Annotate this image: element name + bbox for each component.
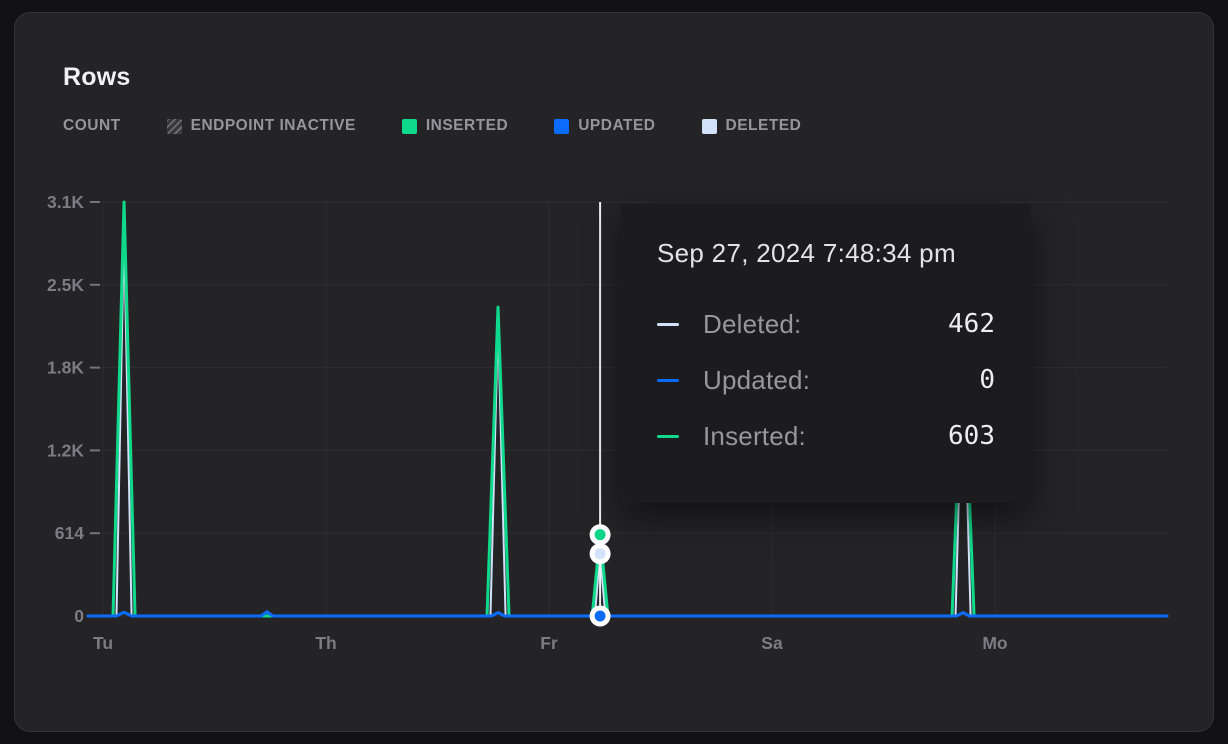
tooltip-timestamp: Sep 27, 2024 7:48:34 pm [657, 238, 956, 268]
series-line-updated [86, 610, 1169, 618]
y-axis-label: 1.2K [47, 440, 84, 460]
tooltip-row-value: 603 [948, 421, 995, 451]
legend-item-updated[interactable]: UPDATED [554, 117, 655, 135]
tooltip-row-label: Deleted: [703, 308, 802, 339]
deleted-swatch-icon [701, 118, 717, 134]
legend-item-deleted[interactable]: DELETED [701, 117, 802, 135]
x-axis-label: Tu [93, 633, 113, 653]
tooltip-row-inserted: Inserted: 603 [657, 420, 995, 451]
endpoint-inactive-hatched-icon [166, 118, 182, 134]
updated-dash-icon [657, 378, 679, 382]
x-axis-label: Th [315, 633, 336, 653]
tooltip-row-deleted: Deleted: 462 [657, 308, 995, 339]
x-axis-label: Fr [540, 633, 558, 653]
x-axis-label: Mo [982, 633, 1007, 653]
tooltip-row-value: 462 [948, 309, 995, 339]
chart-legend: COUNT ENDPOINT INACTIVE INSERTED UPDATED… [63, 117, 801, 135]
x-axis-label: Sa [761, 633, 783, 653]
legend-item-label: INSERTED [425, 117, 509, 134]
legend-item-label: COUNT [63, 117, 121, 134]
tooltip-row-label: Inserted: [703, 420, 806, 451]
chart-tooltip: Sep 27, 2024 7:48:34 pm Deleted: 462 Upd… [621, 204, 1031, 503]
tooltip-row-updated: Updated: 0 [657, 364, 995, 395]
legend-item-inserted[interactable]: INSERTED [401, 117, 509, 135]
y-axis-label: 1.8K [47, 358, 84, 378]
hover-point-updated [594, 610, 606, 622]
deleted-dash-icon [657, 322, 679, 326]
hover-point-deleted [594, 548, 606, 560]
tooltip-row-value: 0 [979, 365, 995, 395]
legend-item-label: ENDPOINT INACTIVE [190, 117, 356, 134]
page-title: Rows [63, 63, 131, 91]
legend-item-label: UPDATED [578, 117, 656, 134]
hover-point-inserted [594, 529, 606, 541]
y-axis-label: 614 [55, 523, 84, 543]
y-axis-label: 2.5K [47, 275, 84, 295]
y-axis-label: 3.1K [47, 192, 84, 212]
legend-item-endpoint-inactive[interactable]: ENDPOINT INACTIVE [166, 117, 356, 135]
updated-swatch-icon [554, 118, 570, 134]
legend-item-count[interactable]: COUNT [63, 117, 121, 135]
legend-item-label: DELETED [725, 117, 802, 134]
y-axis-label: 0 [74, 606, 84, 626]
tooltip-row-label: Updated: [703, 364, 811, 395]
inserted-dash-icon [657, 434, 679, 438]
inserted-swatch-icon [401, 118, 417, 134]
